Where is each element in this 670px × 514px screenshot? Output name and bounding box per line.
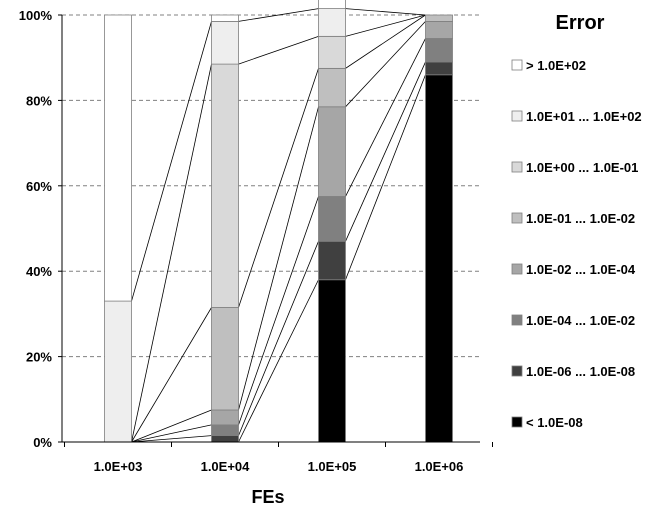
connector-line — [345, 14, 426, 37]
connector-line — [345, 38, 426, 197]
x-tick-label: 1.0E+04 — [201, 459, 251, 474]
y-tick-label: 100% — [19, 8, 53, 23]
bar-segment — [318, 8, 346, 37]
bar-segment — [425, 21, 453, 39]
x-axis-title: FEs — [251, 487, 284, 507]
legend-label: < 1.0E-08 — [526, 415, 583, 430]
connector-line — [345, 8, 426, 16]
bar-segment — [211, 409, 239, 426]
y-tick-label: 80% — [26, 93, 52, 108]
bar-segment — [318, 0, 346, 9]
bar-segment — [318, 240, 346, 281]
axes — [58, 14, 493, 447]
bar-segment — [104, 300, 132, 443]
bar-segment — [211, 307, 239, 411]
legend-item: 1.0E+00 ... 1.0E-01 — [511, 160, 638, 175]
connector-line — [238, 35, 319, 65]
connector-line — [131, 21, 212, 302]
bars — [104, 0, 453, 443]
legend-label: 1.0E-02 ... 1.0E-04 — [526, 262, 636, 277]
legend-swatch — [511, 59, 523, 71]
y-tick-label: 20% — [26, 350, 52, 365]
connector-line — [345, 14, 426, 69]
legend-swatch — [511, 416, 523, 428]
bar-segment — [211, 14, 239, 22]
legend-item: 1.0E-01 ... 1.0E-02 — [511, 211, 635, 226]
y-tick-labels: 0% 20% 40% 60% 80% 100% — [19, 8, 53, 450]
legend-item: 1.0E-04 ... 1.0E-02 — [511, 313, 635, 328]
bar-segment — [425, 61, 453, 76]
connector-line — [131, 424, 212, 443]
connector-line — [131, 435, 212, 443]
connector-line — [238, 8, 319, 22]
y-tick-label: 40% — [26, 264, 52, 279]
bar-segment — [318, 67, 346, 108]
bar-segment — [211, 435, 239, 443]
y-tick-label: 0% — [33, 435, 52, 450]
bar-segment — [104, 14, 132, 302]
legend-swatch — [511, 212, 523, 224]
bar-segment — [425, 38, 453, 63]
x-tick-label: 1.0E+03 — [94, 459, 143, 474]
bar-segment — [211, 424, 239, 436]
connector-line — [238, 279, 319, 443]
x-tick-label: 1.0E+05 — [308, 459, 357, 474]
bar-segment — [425, 74, 453, 443]
bar-segment — [318, 196, 346, 242]
legend-label: 1.0E+01 ... 1.0E+02 — [526, 109, 642, 124]
bar-segment — [211, 21, 239, 65]
connector-lines — [131, 8, 426, 443]
legend-label: 1.0E-01 ... 1.0E-02 — [526, 211, 635, 226]
bar-segment — [318, 35, 346, 69]
connector-line — [238, 68, 319, 308]
bar-segment — [425, 14, 453, 22]
legend-swatch — [511, 110, 523, 122]
bar-segment — [211, 63, 239, 308]
x-tick-labels: 1.0E+03 1.0E+04 1.0E+05 1.0E+06 — [94, 459, 464, 474]
legend-label: 1.0E+00 ... 1.0E-01 — [526, 160, 638, 175]
legend-item: 1.0E+01 ... 1.0E+02 — [511, 109, 642, 124]
connector-line — [238, 196, 319, 426]
legend-label: 1.0E-04 ... 1.0E-02 — [526, 313, 635, 328]
bar-segment — [318, 106, 346, 197]
legend-item: > 1.0E+02 — [511, 58, 586, 73]
connector-line — [345, 74, 426, 280]
y-tick-label: 60% — [26, 179, 52, 194]
connector-line — [238, 106, 319, 411]
connector-line — [131, 307, 212, 443]
x-tick-label: 1.0E+06 — [415, 459, 464, 474]
legend-swatch — [511, 365, 523, 377]
legend-swatch — [511, 314, 523, 326]
legend-title: Error — [556, 12, 605, 34]
legend-item: 1.0E-06 ... 1.0E-08 — [511, 364, 635, 379]
connector-line — [238, 241, 319, 436]
legend-label: 1.0E-06 ... 1.0E-08 — [526, 364, 635, 379]
legend-swatch — [511, 161, 523, 173]
bar-segment — [318, 279, 346, 443]
connector-line — [131, 409, 212, 443]
legend-item: 1.0E-02 ... 1.0E-04 — [511, 262, 636, 277]
legend-item: < 1.0E-08 — [511, 415, 583, 430]
legend-swatch — [511, 263, 523, 275]
connector-line — [345, 21, 426, 108]
legend: > 1.0E+02 1.0E+01 ... 1.0E+02 1.0E+00 ... … — [511, 58, 642, 430]
legend-label: > 1.0E+02 — [526, 58, 586, 73]
connector-line — [131, 64, 212, 443]
connector-line — [345, 61, 426, 242]
